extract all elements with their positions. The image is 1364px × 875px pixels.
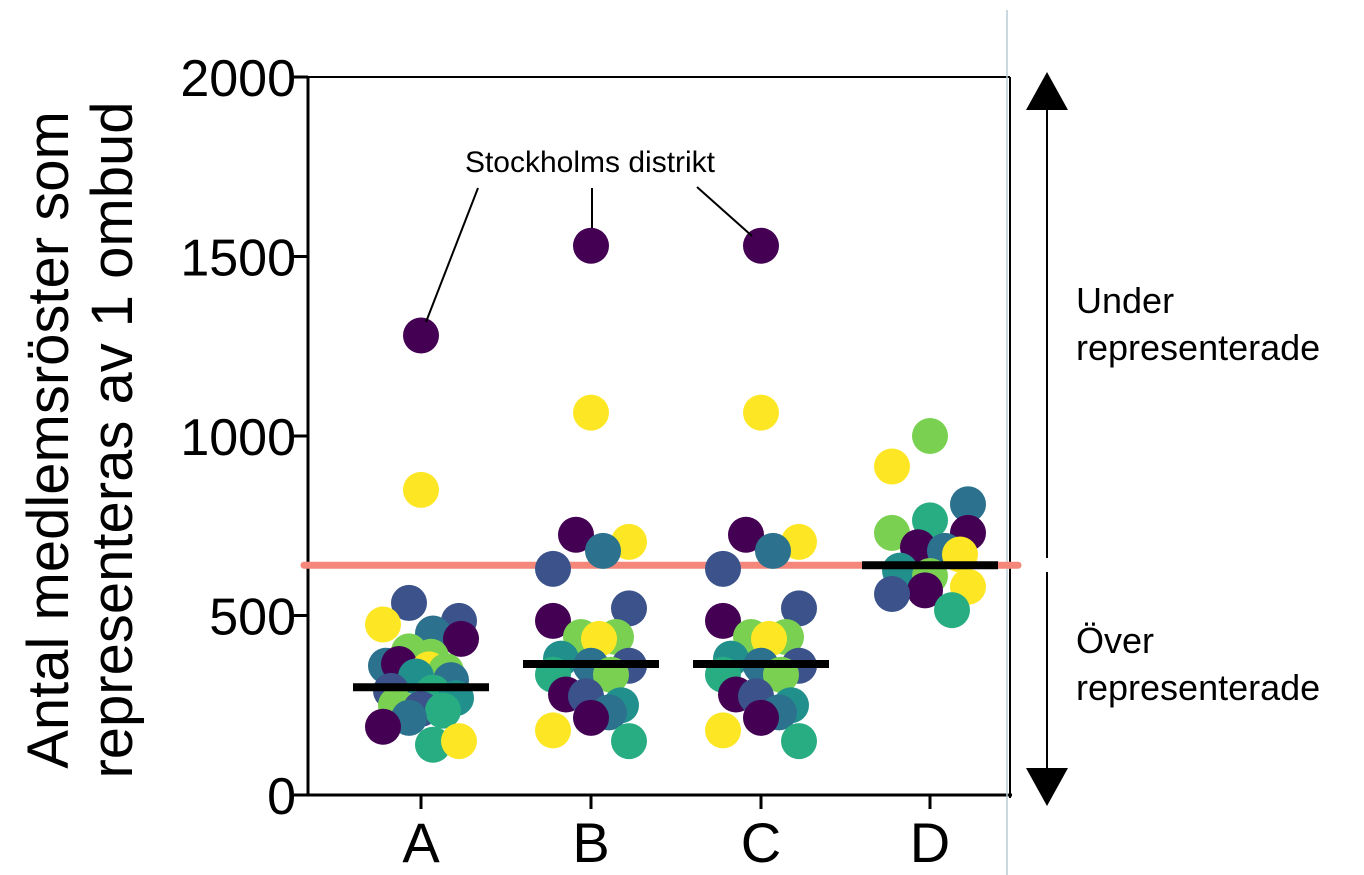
data-point (912, 418, 948, 454)
data-point (535, 550, 571, 587)
data-point (950, 486, 986, 523)
x-tick-label: D (910, 811, 950, 874)
data-point (391, 584, 427, 621)
data-point (705, 602, 741, 639)
data-point (743, 394, 779, 431)
data-point (705, 550, 741, 587)
annotation-leader-c (696, 186, 753, 237)
data-point (705, 712, 741, 749)
data-point (912, 502, 948, 539)
data-point (425, 692, 461, 729)
data-point (934, 592, 970, 629)
y-axis-title: Antal medlemsröster som representeras av… (16, 101, 145, 778)
over-label-line2: representerade (1076, 667, 1320, 708)
data-point (743, 699, 779, 736)
data-point (573, 394, 609, 431)
under-label-line2: representerade (1076, 327, 1320, 368)
data-point (535, 602, 571, 639)
data-point (907, 572, 943, 609)
data-point (443, 620, 479, 657)
data-point (403, 471, 439, 508)
x-tick-label: B (572, 811, 609, 874)
data-point (365, 708, 401, 745)
y-tick-label: 1000 (180, 409, 296, 467)
x-tick-label: A (402, 811, 440, 874)
data-point (558, 516, 594, 553)
y-axis-title-line1: Antal medlemsröster som (16, 111, 81, 769)
arrow-down-icon (1026, 768, 1068, 806)
x-ticks: A B C D (402, 795, 950, 874)
data-point (874, 575, 910, 612)
annotation-label: Stockholms distrikt (465, 146, 716, 179)
y-tick-label: 0 (267, 768, 296, 826)
data-point (585, 532, 621, 569)
data-point (781, 590, 817, 627)
data-point (573, 699, 609, 736)
data-point (728, 516, 764, 553)
data-point (755, 532, 791, 569)
y-axis-title-line2: representeras av 1 ombud (80, 101, 145, 778)
y-tick-label: 1500 (180, 230, 296, 288)
median-bars (353, 561, 998, 692)
y-ticks: 0 500 1000 1500 2000 (180, 50, 308, 826)
data-points (365, 227, 986, 763)
annotation-leader-a (425, 187, 479, 323)
data-point (743, 227, 779, 264)
data-point (611, 723, 647, 760)
data-point (874, 448, 910, 485)
over-label-line1: Över (1076, 620, 1154, 661)
data-point (535, 712, 571, 749)
y-tick-label: 2000 (180, 50, 296, 108)
data-point (573, 227, 609, 264)
arrow-up-icon (1026, 72, 1068, 110)
x-tick-label: C (741, 811, 781, 874)
data-point (441, 723, 477, 760)
data-point (781, 723, 817, 760)
under-label-line1: Under (1076, 280, 1174, 321)
data-point (611, 590, 647, 627)
data-point (365, 606, 401, 643)
data-point (403, 317, 439, 354)
arrow-gap (1040, 558, 1054, 572)
y-tick-label: 500 (209, 589, 296, 647)
